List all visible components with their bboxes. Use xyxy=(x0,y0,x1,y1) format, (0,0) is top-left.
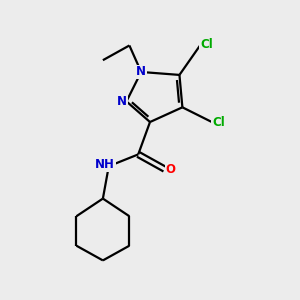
Text: NH: NH xyxy=(95,158,115,171)
Text: N: N xyxy=(117,95,127,108)
Text: Cl: Cl xyxy=(200,38,213,50)
Text: N: N xyxy=(136,65,146,79)
Text: Cl: Cl xyxy=(212,116,225,128)
Text: O: O xyxy=(166,163,176,176)
